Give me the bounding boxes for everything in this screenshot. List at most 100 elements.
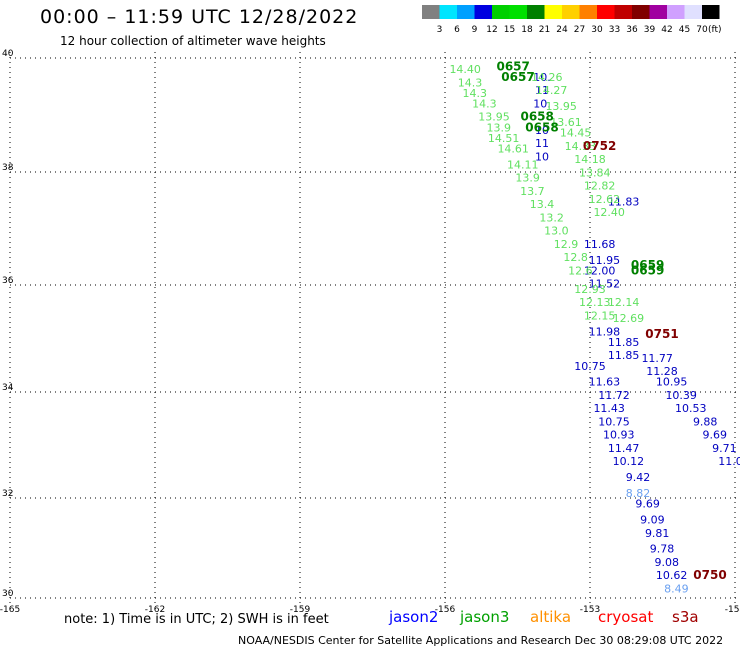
scale-swatch [509, 5, 527, 19]
wave-height-value: 11 [535, 137, 549, 150]
y-tick-label: 32 [2, 489, 13, 499]
wave-height-value: 11.85 [608, 349, 640, 362]
scale-swatch [702, 5, 720, 19]
wave-height-value: 9.42 [626, 471, 651, 484]
wave-height-value: 11.77 [641, 352, 673, 365]
scale-swatch [667, 5, 685, 19]
footnote: note: 1) Time is in UTC; 2) SWH is in fe… [64, 612, 329, 627]
wave-height-value: 9.71 [712, 442, 737, 455]
scale-swatch [422, 5, 440, 19]
scale-swatch [544, 5, 562, 19]
color-scale-legend: 3 6 9 12 15 18 21 24 27 30 33 36 39 42 45 70 (ft) [422, 5, 722, 35]
y-tick-label: 36 [2, 276, 14, 286]
wave-height-value: 10.75 [598, 415, 630, 428]
wave-height-value: 10.12 [613, 455, 645, 468]
wave-height-value: 12.13 [579, 296, 611, 309]
scale-swatch [527, 5, 545, 19]
wave-height-value: 12.69 [613, 312, 645, 325]
wave-height-value: 13.9 [515, 172, 540, 185]
wave-height-value: 12.6 [568, 264, 593, 277]
wave-height-value: 14.27 [536, 84, 568, 97]
legend-cryosat: cryosat [598, 608, 654, 626]
pass-time-label: 0658 [520, 110, 553, 124]
y-tick-label: 34 [2, 383, 14, 393]
scale-swatch [632, 5, 650, 19]
wave-height-value: 14.18 [574, 153, 606, 166]
wave-height-value: 14.61 [497, 143, 529, 156]
wave-height-value: 11.98 [589, 325, 621, 338]
wave-height-value: 11.43 [593, 402, 625, 415]
wave-height-value: 11.28 [646, 365, 678, 378]
wave-height-value: 11.72 [598, 389, 630, 402]
wave-height-value: 14.51 [488, 132, 520, 145]
y-tick-label: 40 [2, 49, 14, 59]
scale-tick-label: 18 [521, 25, 533, 35]
wave-height-value: 10. [533, 97, 551, 110]
wave-height-value: 9.81 [645, 527, 670, 540]
wave-height-value: 14.45 [560, 127, 592, 140]
wave-height-value: 12.62 [589, 193, 621, 206]
wave-height-value: 12.93 [574, 283, 606, 296]
credit-line: NOAA/NESDIS Center for Satellite Applica… [238, 634, 724, 647]
scale-tick-label: 6 [454, 25, 460, 35]
scale-tick-label: 30 [591, 25, 603, 35]
pass-time-label: 0659 [631, 263, 664, 277]
wave-height-value: 12.8 [563, 251, 588, 264]
wave-height-value: 10.75 [574, 360, 606, 373]
wave-height-value: 13.84 [579, 166, 611, 179]
scale-swatch [597, 5, 615, 19]
wave-height-value: 9.88 [693, 415, 718, 428]
wave-height-value: 9.69 [703, 429, 728, 442]
scale-swatch [649, 5, 667, 19]
legend-altika: altika [530, 608, 572, 626]
wave-height-value: 10 [535, 150, 549, 163]
pass-time-label: 0750 [693, 568, 726, 582]
scale-tick-label: 45 [679, 25, 690, 35]
wave-height-value: 11.68 [584, 238, 616, 251]
wave-height-value: 11.63 [589, 376, 621, 389]
wave-height-value: 10.62 [656, 569, 688, 582]
pass-time-label: 0659 [631, 258, 664, 272]
wave-height-value: 13.61 [550, 116, 582, 129]
wave-height-value: 13.4 [530, 198, 555, 211]
wave-height-value: 9.08 [655, 556, 680, 569]
wave-height-value: 14.3 [472, 97, 497, 110]
chart-subtitle: 12 hour collection of altimeter wave hei… [60, 34, 326, 48]
wave-height-value: 13.9 [487, 121, 512, 134]
scale-swatch [614, 5, 632, 19]
scale-swatch [439, 5, 457, 19]
wave-height-value: 14.26 [531, 71, 563, 84]
x-tick-label: -165 [0, 605, 20, 615]
pass-time-label: 0657 [496, 59, 529, 73]
wave-height-value: 9.69 [635, 498, 660, 511]
chart-title: 00:00 – 11:59 UTC 12/28/2022 [40, 6, 359, 28]
scale-swatch [684, 5, 702, 19]
wave-height-value: 9.09 [640, 514, 665, 527]
pass-time-label: 0752 [583, 139, 616, 153]
x-tick-label: -156 [435, 605, 456, 615]
wave-height-value: 11.47 [608, 442, 640, 455]
scale-swatch [457, 5, 475, 19]
wave-height-value: 13.95 [545, 100, 577, 113]
wave-height-value: 13.2 [539, 211, 564, 224]
scale-tick-label: 24 [556, 25, 568, 35]
wave-height-value: 12.15 [584, 309, 616, 322]
x-tick-label: -159 [290, 605, 311, 615]
wave-height-value: 8.82 [626, 487, 651, 500]
scale-tick-label: 12 [486, 25, 497, 35]
pass-time-label: 0658 [525, 120, 558, 134]
wave-height-value: 10. [533, 71, 551, 84]
x-tick-label: -162 [145, 605, 165, 615]
scale-swatch [562, 5, 580, 19]
wave-height-value: 10.39 [665, 389, 697, 402]
legend-s3a: s3a [672, 608, 699, 626]
wave-height-value: 14.3 [458, 76, 483, 89]
wave-height-value: 12.14 [608, 296, 640, 309]
x-tick-label: -153 [580, 605, 600, 615]
wave-height-value: 11.52 [589, 278, 621, 291]
scale-swatch [579, 5, 597, 19]
wave-height-value: 12.82 [584, 180, 616, 193]
legend-jason3: jason3 [460, 608, 510, 626]
wave-height-value: 10.53 [675, 402, 707, 415]
